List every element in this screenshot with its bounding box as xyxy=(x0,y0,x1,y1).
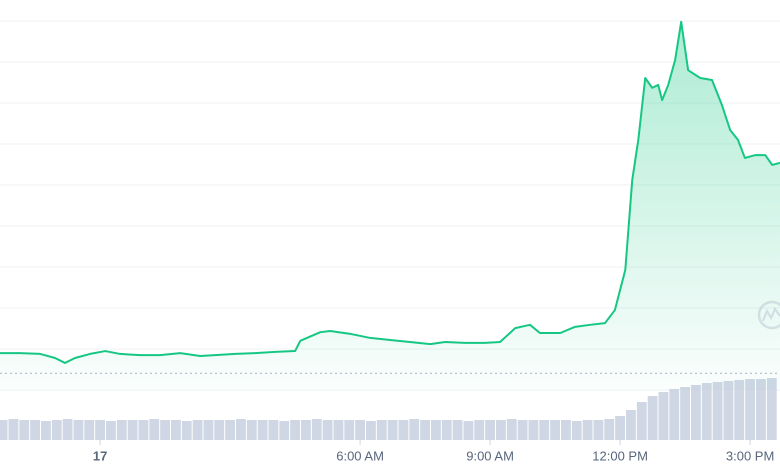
volume-bar xyxy=(203,420,214,440)
volume-bar xyxy=(355,420,366,440)
volume-bar xyxy=(84,420,95,440)
volume-bar xyxy=(420,420,431,440)
volume-bar xyxy=(766,378,777,440)
volume-bar xyxy=(485,420,496,440)
volume-bar xyxy=(387,420,398,440)
volume-bar xyxy=(225,420,236,440)
volume-bar xyxy=(95,420,106,440)
price-area xyxy=(0,21,780,390)
volume-bar xyxy=(680,387,691,440)
volume-bar xyxy=(506,419,517,440)
volume-bar xyxy=(290,420,301,440)
x-tick-label: 3:00 PM xyxy=(726,448,774,463)
volume-bar xyxy=(366,421,376,440)
volume-bar xyxy=(745,379,756,440)
volume-bar xyxy=(246,420,257,440)
volume-bar xyxy=(669,389,680,440)
volume-bar xyxy=(593,420,604,440)
volume-bar xyxy=(41,421,51,440)
volume-bar xyxy=(398,420,409,440)
volume-bar xyxy=(171,420,181,440)
volume-bar xyxy=(149,419,160,440)
price-line xyxy=(0,20,780,364)
plot xyxy=(0,20,780,390)
volume-bar xyxy=(127,420,138,440)
volume-bar xyxy=(517,420,528,440)
volume-bar xyxy=(691,385,701,440)
volume-bar xyxy=(539,420,550,440)
volume-bar xyxy=(51,420,62,440)
volume-bar xyxy=(301,420,311,440)
volume-bar xyxy=(116,420,127,440)
volume-bar xyxy=(452,420,463,440)
volume-bar xyxy=(19,420,30,440)
volume-bar xyxy=(571,421,582,440)
volume-bar xyxy=(528,420,539,440)
watermark xyxy=(757,300,780,330)
volume-bar xyxy=(409,419,420,440)
grid xyxy=(0,20,780,391)
volume-bar xyxy=(658,392,669,440)
volume-bar xyxy=(333,420,344,440)
x-tick-label: 6:00 AM xyxy=(336,448,384,463)
volume-bar xyxy=(376,420,387,440)
volume-bar xyxy=(561,420,571,440)
volume-bar xyxy=(279,421,290,440)
volume-bar xyxy=(647,396,658,440)
volume-bar xyxy=(62,419,73,440)
volume-bar xyxy=(257,420,268,440)
volume-bar xyxy=(496,420,506,440)
volume-bar xyxy=(431,420,441,440)
volume-bar xyxy=(582,420,593,440)
volume-bar xyxy=(0,420,8,440)
volume-bar xyxy=(30,420,41,440)
volume-bar xyxy=(604,419,615,440)
volume-bar xyxy=(463,421,474,440)
volume-bar xyxy=(701,383,712,440)
volume-bar xyxy=(311,419,322,440)
volume-bar xyxy=(236,419,246,440)
volume-bar xyxy=(615,416,626,440)
volume-bar xyxy=(636,402,647,440)
x-tick-label: 17 xyxy=(93,448,107,463)
volume-bar xyxy=(106,421,116,440)
volume-bar xyxy=(626,410,636,440)
volume-bar xyxy=(712,382,723,440)
x-tick-label: 12:00 PM xyxy=(592,448,648,463)
volume-bar xyxy=(138,420,149,440)
volume-bar xyxy=(723,381,734,440)
volume-bar xyxy=(550,420,561,440)
volume-bar xyxy=(756,379,766,440)
volume-bar xyxy=(322,420,333,440)
volume-bar xyxy=(474,420,485,440)
volume-bar xyxy=(344,420,355,440)
volume-bar xyxy=(734,380,745,440)
volume-bar xyxy=(441,420,452,440)
volume-bar xyxy=(160,420,171,440)
volume-bar xyxy=(8,419,19,440)
volume-bars xyxy=(0,378,777,440)
volume-bar xyxy=(181,421,192,440)
volume-bar xyxy=(214,420,225,440)
volume-bar xyxy=(192,420,203,440)
volume-bar xyxy=(268,420,279,440)
x-tick-label: 9:00 AM xyxy=(466,448,514,463)
volume-bar xyxy=(73,420,84,440)
